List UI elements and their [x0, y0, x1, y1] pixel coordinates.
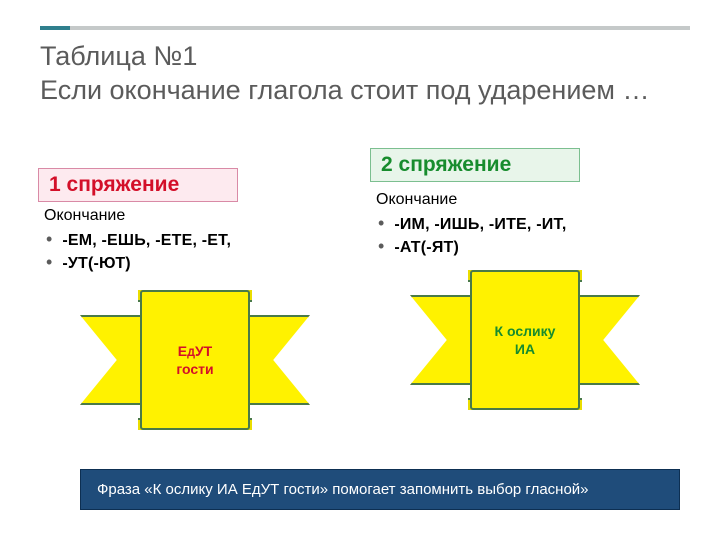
footer-bar: Фраза «К ослику ИА ЕдУТ гости» помогает …: [80, 469, 680, 510]
ribbon-2-line2: ИА: [515, 341, 535, 357]
ribbon-2: К ослику ИА: [410, 270, 640, 410]
ribbon-1-prefix: Е: [178, 343, 187, 359]
endings-1-line-2: -УТ(-ЮТ): [62, 252, 131, 275]
badge-conjugation-1: 1 спряжение: [38, 168, 238, 202]
endings-2-line-1: -ИМ, -ИШЬ, -ИТЕ, -ИТ,: [394, 213, 566, 236]
badge-conjugation-2: 2 спряжение: [370, 148, 580, 182]
ribbon-1: ЕДУТ гости: [80, 290, 310, 430]
page-title: Таблица №1Если окончание глагола стоит п…: [40, 40, 690, 108]
endings-block-2: Окончание -ИМ, -ИШЬ, -ИТЕ, -ИТ, -АТ(-ЯТ): [376, 188, 676, 260]
ribbon-2-line1: К ослику: [495, 323, 556, 339]
endings-1-line-1: -ЕМ, -ЕШЬ, -ЕТЕ, -ЕТ,: [62, 229, 231, 252]
endings-header-1: Окончание: [44, 204, 344, 227]
ribbon-1-line2: гости: [176, 361, 213, 377]
ribbon-1-small: Д: [187, 347, 195, 359]
top-rule: [40, 26, 690, 30]
ribbon-2-center: К ослику ИА: [470, 270, 580, 410]
ribbon-1-center: ЕДУТ гости: [140, 290, 250, 430]
endings-header-2: Окончание: [376, 188, 676, 211]
endings-2-line-2: -АТ(-ЯТ): [394, 236, 459, 259]
ribbon-1-suffix: УТ: [195, 343, 212, 359]
endings-block-1: Окончание -ЕМ, -ЕШЬ, -ЕТЕ, -ЕТ, -УТ(-ЮТ): [44, 204, 344, 276]
